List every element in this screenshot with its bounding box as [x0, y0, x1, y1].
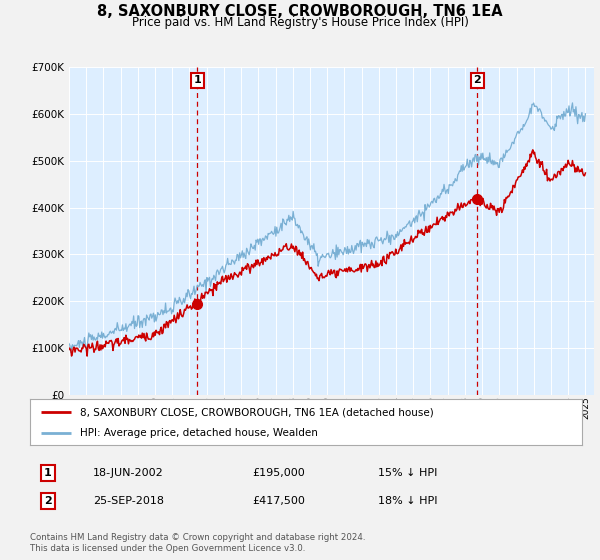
Text: 25-SEP-2018: 25-SEP-2018	[93, 496, 164, 506]
Text: 15% ↓ HPI: 15% ↓ HPI	[378, 468, 437, 478]
Text: 1: 1	[44, 468, 52, 478]
Text: 2: 2	[473, 76, 481, 85]
Text: £195,000: £195,000	[252, 468, 305, 478]
Text: 8, SAXONBURY CLOSE, CROWBOROUGH, TN6 1EA (detached house): 8, SAXONBURY CLOSE, CROWBOROUGH, TN6 1EA…	[80, 407, 433, 417]
Text: £417,500: £417,500	[252, 496, 305, 506]
Text: 2: 2	[44, 496, 52, 506]
Text: 18% ↓ HPI: 18% ↓ HPI	[378, 496, 437, 506]
Text: Contains HM Land Registry data © Crown copyright and database right 2024.
This d: Contains HM Land Registry data © Crown c…	[30, 533, 365, 553]
Text: 1: 1	[194, 76, 201, 85]
Text: 18-JUN-2002: 18-JUN-2002	[93, 468, 164, 478]
Text: Price paid vs. HM Land Registry's House Price Index (HPI): Price paid vs. HM Land Registry's House …	[131, 16, 469, 29]
Text: 8, SAXONBURY CLOSE, CROWBOROUGH, TN6 1EA: 8, SAXONBURY CLOSE, CROWBOROUGH, TN6 1EA	[97, 4, 503, 19]
Text: HPI: Average price, detached house, Wealden: HPI: Average price, detached house, Weal…	[80, 428, 317, 438]
